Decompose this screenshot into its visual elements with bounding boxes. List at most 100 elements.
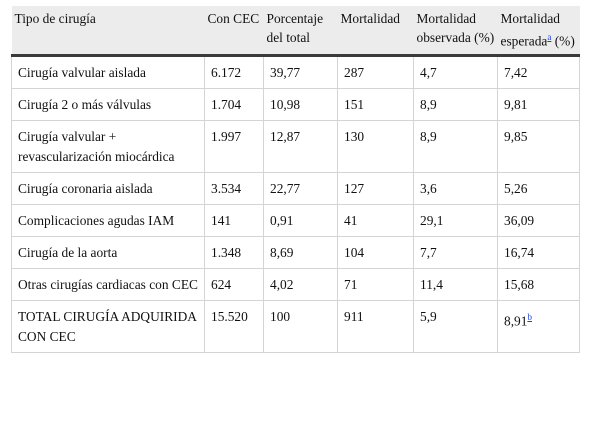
table-cell: 1.997 (204, 120, 264, 174)
cell-text: 7,42 (504, 65, 528, 81)
cell-text: 8,9 (420, 97, 437, 113)
cell-text: 15.520 (211, 309, 248, 325)
table-cell: 36,09 (497, 204, 580, 238)
cell-text: 3.534 (211, 181, 242, 197)
cell-text: 1.997 (211, 129, 242, 145)
table-cell: 9,85 (497, 120, 580, 174)
table-cell: 127 (337, 172, 414, 206)
cell-text: 5,9 (420, 309, 437, 325)
cell-text: 9,81 (504, 97, 528, 113)
footnote-link-a[interactable]: a (547, 32, 552, 42)
cell-text: 9,85 (504, 129, 528, 145)
cell-text: 0,91 (270, 213, 294, 229)
table-cell: 10,98 (263, 88, 338, 122)
cell-text: 39,77 (270, 65, 301, 81)
table-cell: 7,7 (413, 236, 498, 270)
cell-text: 100 (270, 309, 291, 325)
table-cell: 16,74 (497, 236, 580, 270)
header-porcentaje: Porcentaje del total (263, 6, 338, 58)
cell-text: 3,6 (420, 181, 437, 197)
table-cell: 15.520 (204, 300, 264, 354)
cell-text: Cirugía de la aorta (18, 245, 118, 261)
table-cell: 8,69 (263, 236, 338, 270)
cell-text: 127 (344, 181, 365, 197)
header-row: Tipo de cirugía Con CEC Porcentaje del t… (11, 6, 580, 58)
header-mortalidad: Mortalidad (337, 6, 414, 58)
cell-text: 5,26 (504, 181, 528, 197)
header-con-cec: Con CEC (204, 6, 264, 58)
table-cell: 6.172 (204, 55, 264, 90)
table-cell: 911 (337, 300, 414, 354)
cell-text: Cirugía valvular aislada (18, 65, 146, 81)
table-cell: 130 (337, 120, 414, 174)
cell-text: Otras cirugías cardiacas con CEC (18, 277, 198, 293)
table-cell: 12,87 (263, 120, 338, 174)
table-cell: 11,4 (413, 268, 498, 302)
footnote-ref-a: a (547, 31, 551, 43)
table-cell: 100 (263, 300, 338, 354)
table-row: Cirugía 2 o más válvulas 1.704 10,98 151 8,9… (11, 88, 580, 122)
table-cell: 8,91b (497, 300, 580, 354)
cell-text: TOTAL CIRUGÍA ADQUIRIDA CON CEC (18, 309, 197, 345)
cell-text: 8,91 (504, 313, 528, 329)
cell-text: 4,02 (270, 277, 294, 293)
header-mortalidad-observada: Mortalidad observada (%) (413, 6, 498, 58)
table-row: TOTAL CIRUGÍA ADQUIRIDA CON CEC 15.520 100… (11, 300, 580, 354)
header-mortalidad-esperada: Mortalidad esperadaa (%) (497, 6, 580, 58)
table-cell: 1.348 (204, 236, 264, 270)
header-suffix: (%) (554, 33, 575, 49)
row-label-cell: Cirugía valvular + revascularización mio… (11, 120, 205, 174)
footnote-link-b[interactable]: b (527, 312, 532, 323)
table-row: Otras cirugías cardiacas con CEC 624 4,02 7… (11, 268, 580, 302)
cell-text: 6.172 (211, 65, 242, 81)
table-cell: 4,02 (263, 268, 338, 302)
table-container: Tipo de cirugía Con CEC Porcentaje del t… (11, 6, 580, 354)
header-label: Porcentaje del total (266, 11, 324, 45)
surgery-mortality-table: Tipo de cirugía Con CEC Porcentaje del t… (11, 6, 580, 354)
table-row: Cirugía de la aorta 1.348 8,69 104 7,7 16,74 (11, 236, 580, 270)
table-cell: 104 (337, 236, 414, 270)
cell-text: 911 (344, 309, 364, 325)
table-cell: 9,81 (497, 88, 580, 122)
cell-text: 71 (344, 277, 358, 293)
table-cell: 3.534 (204, 172, 264, 206)
row-label-cell: Otras cirugías cardiacas con CEC (11, 268, 205, 302)
cell-text: 1.348 (211, 245, 242, 261)
cell-text: 12,87 (270, 129, 301, 145)
row-label-cell: Cirugía valvular aislada (11, 55, 205, 90)
table-cell: 15,68 (497, 268, 580, 302)
cell-text: 1.704 (211, 97, 242, 113)
table-cell: 8,9 (413, 120, 498, 174)
footnote-ref-b: b (527, 311, 532, 323)
table-cell: 22,77 (263, 172, 338, 206)
row-label-cell: Cirugía coronaria aislada (11, 172, 205, 206)
cell-text: 29,1 (420, 213, 444, 229)
cell-text: 624 (211, 277, 232, 293)
table-cell: 29,1 (413, 204, 498, 238)
cell-text: 16,74 (504, 245, 535, 261)
row-label-cell: TOTAL CIRUGÍA ADQUIRIDA CON CEC (11, 300, 205, 354)
row-label-cell: Cirugía de la aorta (11, 236, 205, 270)
header-label: Mortalidad (340, 11, 401, 26)
table-cell: 1.704 (204, 88, 264, 122)
row-label-cell: Cirugía 2 o más válvulas (11, 88, 205, 122)
table-cell: 3,6 (413, 172, 498, 206)
table-cell: 5,9 (413, 300, 498, 354)
table-cell: 141 (204, 204, 264, 238)
cell-text: 287 (344, 65, 365, 81)
table-cell: 41 (337, 204, 414, 238)
cell-text: Cirugía 2 o más válvulas (18, 97, 152, 113)
table-row: Complicaciones agudas IAM 141 0,91 41 29,1 36… (11, 204, 580, 238)
cell-text: 4,7 (420, 65, 437, 81)
table-cell: 5,26 (497, 172, 580, 206)
cell-text: 8,9 (420, 129, 437, 145)
cell-text: 11,4 (420, 277, 443, 293)
row-label-cell: Complicaciones agudas IAM (11, 204, 205, 238)
cell-text: 15,68 (504, 277, 535, 293)
cell-text: 130 (344, 129, 365, 145)
header-label: Mortalidad esperada (500, 11, 561, 49)
cell-text: Complicaciones agudas IAM (18, 213, 175, 229)
table-cell: 4,7 (413, 55, 498, 90)
header-label: Mortalidad observada (%) (416, 11, 495, 45)
cell-text: 7,7 (420, 245, 437, 261)
